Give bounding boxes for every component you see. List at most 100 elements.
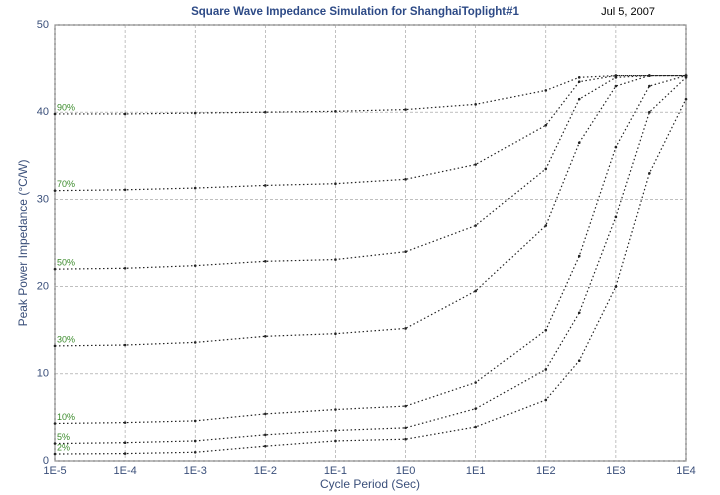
data-point bbox=[123, 441, 127, 444]
data-point bbox=[193, 419, 197, 423]
data-point bbox=[123, 266, 127, 270]
data-point bbox=[577, 97, 581, 101]
data-point bbox=[123, 112, 127, 116]
data-point bbox=[474, 407, 477, 410]
data-point bbox=[684, 76, 688, 79]
x-tick-label: 1E1 bbox=[466, 465, 486, 477]
data-point bbox=[577, 359, 581, 363]
x-tick-label: 1E-1 bbox=[324, 465, 347, 477]
data-point bbox=[334, 332, 337, 335]
data-point bbox=[648, 171, 651, 175]
data-point bbox=[334, 258, 337, 261]
data-point bbox=[264, 412, 267, 416]
series-label: 50% bbox=[57, 258, 75, 268]
data-point bbox=[614, 76, 618, 79]
series-line bbox=[54, 74, 686, 192]
series-label: 30% bbox=[57, 334, 75, 344]
series-line bbox=[54, 76, 687, 445]
data-point bbox=[264, 110, 267, 114]
data-point bbox=[544, 328, 548, 332]
data-point bbox=[404, 327, 407, 330]
y-tick-label: 0 bbox=[43, 455, 49, 467]
data-point bbox=[577, 141, 581, 145]
series-line bbox=[54, 74, 686, 270]
data-point bbox=[193, 341, 197, 344]
data-point bbox=[684, 97, 688, 101]
data-point bbox=[648, 110, 651, 114]
data-point bbox=[193, 439, 197, 443]
data-point bbox=[264, 335, 267, 338]
data-point bbox=[53, 267, 57, 271]
series-line bbox=[54, 74, 686, 347]
y-tick-label: 20 bbox=[37, 281, 49, 293]
data-point bbox=[544, 368, 548, 371]
data-point bbox=[544, 123, 548, 127]
data-point bbox=[53, 452, 57, 456]
x-tick-label: 1E2 bbox=[536, 465, 556, 477]
x-axis-label: Cycle Period (Sec) bbox=[320, 477, 420, 491]
data-point bbox=[264, 260, 267, 263]
data-point bbox=[123, 188, 127, 192]
data-point bbox=[474, 103, 477, 106]
data-point bbox=[123, 343, 127, 347]
data-point bbox=[577, 76, 581, 79]
chart-title: Square Wave Impedance Simulation for Sha… bbox=[191, 6, 519, 18]
y-tick-label: 30 bbox=[37, 193, 49, 205]
data-point bbox=[577, 311, 581, 315]
data-point bbox=[264, 433, 267, 437]
y-tick-label: 40 bbox=[37, 106, 49, 118]
data-point bbox=[544, 224, 548, 227]
data-point bbox=[123, 452, 127, 455]
x-tick-label: 1E-2 bbox=[254, 465, 277, 477]
data-point bbox=[474, 425, 477, 429]
series-line bbox=[54, 98, 687, 455]
data-point bbox=[577, 80, 581, 83]
y-tick-label: 50 bbox=[37, 19, 49, 31]
data-point bbox=[404, 426, 407, 430]
data-point bbox=[404, 404, 407, 408]
data-point bbox=[193, 111, 197, 115]
data-point bbox=[614, 285, 618, 288]
data-point bbox=[544, 167, 548, 171]
series-line bbox=[55, 74, 686, 115]
data-point bbox=[577, 254, 581, 258]
data-point bbox=[53, 112, 57, 116]
data-point bbox=[474, 224, 477, 227]
x-tick-label: 1E-5 bbox=[43, 465, 66, 477]
plot-frame bbox=[54, 24, 687, 462]
data-point bbox=[334, 439, 337, 443]
x-tick-label: 1E3 bbox=[606, 465, 626, 477]
y-tick-label: 10 bbox=[37, 368, 49, 380]
data-point bbox=[614, 84, 618, 88]
data-point bbox=[404, 178, 407, 181]
data-point bbox=[193, 450, 197, 454]
data-point bbox=[404, 250, 407, 254]
data-point bbox=[614, 215, 618, 219]
data-point bbox=[474, 381, 477, 384]
data-point bbox=[474, 163, 477, 166]
data-point bbox=[614, 145, 618, 149]
data-point bbox=[123, 421, 127, 424]
y-axis-label: Peak Power Impedance (°C/W) bbox=[16, 160, 30, 327]
x-tick-label: 1E-4 bbox=[113, 465, 136, 477]
data-point bbox=[53, 422, 57, 425]
series-label: 10% bbox=[57, 412, 75, 422]
series-label: 5% bbox=[57, 432, 70, 442]
data-point bbox=[334, 408, 337, 411]
data-point bbox=[334, 429, 337, 432]
x-tick-label: 1E-3 bbox=[184, 465, 207, 477]
data-point bbox=[474, 289, 477, 293]
data-point bbox=[648, 84, 651, 88]
series-line bbox=[54, 74, 687, 425]
series-label: 70% bbox=[57, 179, 75, 189]
series-label: 90% bbox=[57, 102, 75, 112]
data-point bbox=[544, 89, 548, 92]
data-point bbox=[193, 186, 197, 190]
data-point bbox=[334, 110, 337, 113]
data-point bbox=[264, 184, 267, 187]
data-point bbox=[404, 108, 407, 111]
series-label: 2% bbox=[57, 442, 70, 452]
x-tick-label: 1E4 bbox=[676, 465, 696, 477]
data-point bbox=[648, 74, 651, 77]
date-annotation: Jul 5, 2007 bbox=[601, 6, 655, 18]
